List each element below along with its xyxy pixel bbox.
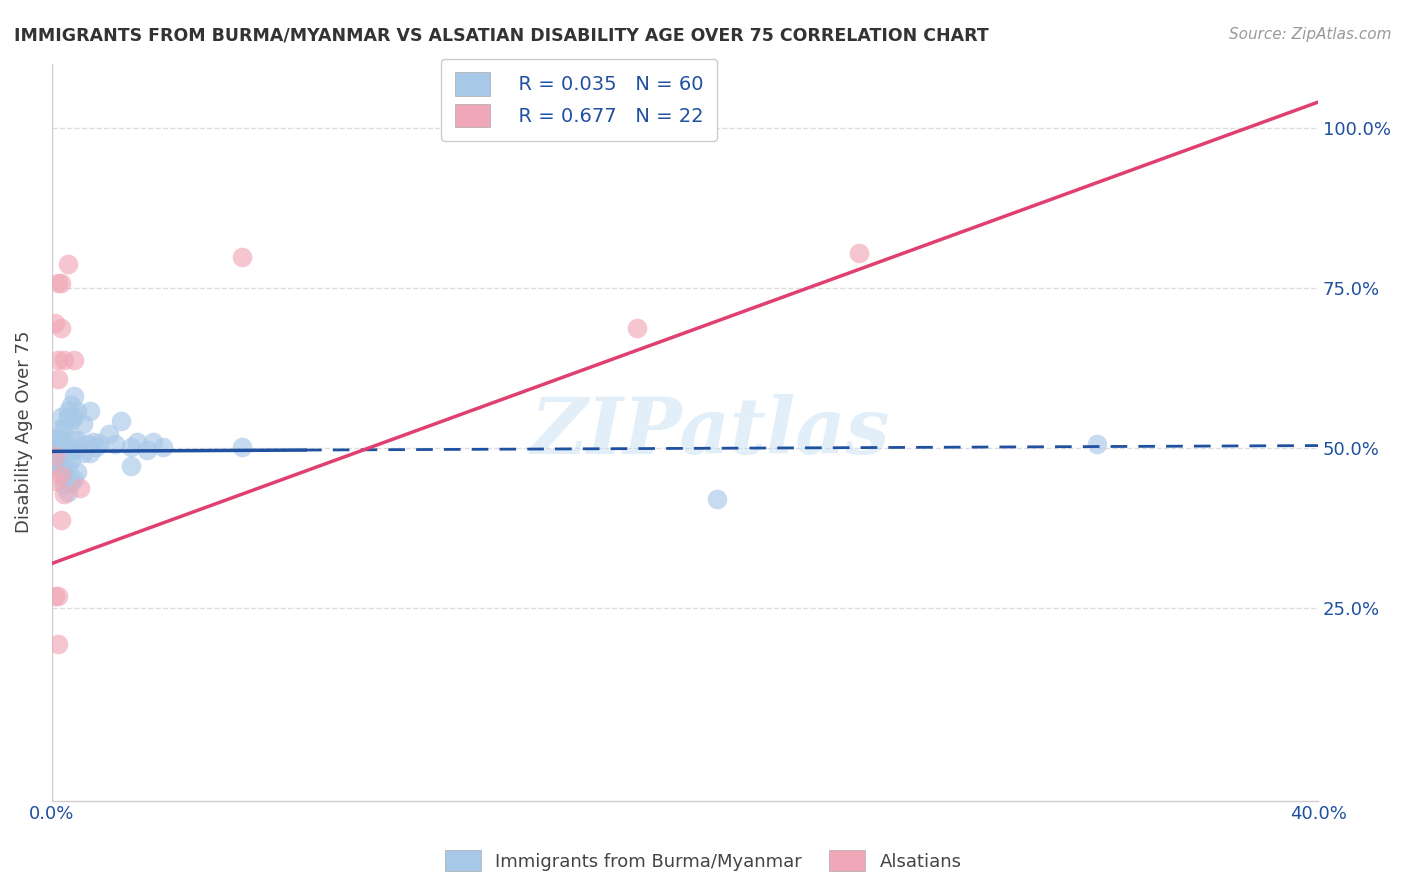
Point (44, 589, 66, 603)
Point (142, 434, 165, 449)
Point (51, 443, 73, 458)
Point (53, 420, 76, 434)
Point (46, 458, 69, 473)
Point (82, 434, 104, 449)
Point (56, 404, 79, 418)
Point (76, 436, 98, 450)
Point (56, 410, 79, 425)
Point (51, 440, 73, 454)
Point (59, 475, 82, 489)
Point (63, 472, 86, 486)
Point (84, 440, 107, 454)
Point (44, 449, 66, 463)
Point (120, 459, 142, 474)
Point (44, 441, 66, 455)
Point (63, 388, 86, 402)
Point (66, 434, 89, 448)
Point (44, 316, 66, 330)
Point (51, 410, 73, 425)
Point (46, 455, 69, 469)
Point (51, 420, 73, 434)
Point (53, 487, 76, 501)
Point (46, 440, 69, 454)
Point (53, 478, 76, 492)
Point (63, 352, 86, 367)
Point (53, 446, 76, 460)
Point (706, 492, 728, 507)
Y-axis label: Disability Age Over 75: Disability Age Over 75 (15, 331, 32, 533)
Point (66, 404, 89, 418)
Point (46, 637, 69, 651)
Point (44, 434, 66, 448)
Point (46, 372, 69, 386)
Point (51, 468, 73, 483)
Point (46, 276, 69, 290)
Text: ZIPatlas: ZIPatlas (530, 394, 890, 470)
Point (44, 452, 66, 467)
Point (56, 440, 79, 454)
Point (51, 276, 73, 290)
Point (46, 429, 69, 443)
Point (135, 443, 157, 458)
Point (56, 256, 79, 270)
Point (53, 459, 76, 474)
Point (72, 446, 94, 460)
Point (104, 436, 127, 450)
Point (63, 410, 86, 425)
Point (66, 466, 89, 480)
Point (152, 440, 174, 454)
Point (1085, 436, 1108, 450)
Legend: Immigrants from Burma/Myanmar, Alsatians: Immigrants from Burma/Myanmar, Alsatians (437, 843, 969, 879)
Text: IMMIGRANTS FROM BURMA/MYANMAR VS ALSATIAN DISABILITY AGE OVER 75 CORRELATION CHA: IMMIGRANTS FROM BURMA/MYANMAR VS ALSATIA… (14, 27, 988, 45)
Point (63, 434, 86, 448)
Point (53, 352, 76, 367)
Point (51, 434, 73, 448)
Point (848, 245, 870, 260)
Point (53, 440, 76, 454)
Point (51, 446, 73, 460)
Point (72, 417, 94, 432)
Point (231, 250, 253, 264)
Point (59, 452, 82, 467)
Point (468, 120, 491, 135)
Point (79, 446, 101, 460)
Point (626, 320, 648, 334)
Point (59, 443, 82, 458)
Point (56, 484, 79, 499)
Point (231, 440, 253, 454)
Point (44, 475, 66, 489)
Point (56, 459, 79, 474)
Point (46, 438, 69, 452)
Point (89, 436, 111, 450)
Point (79, 404, 101, 418)
Point (51, 320, 73, 334)
Point (97, 427, 120, 442)
Text: Source: ZipAtlas.com: Source: ZipAtlas.com (1229, 27, 1392, 42)
Point (59, 414, 82, 428)
Point (69, 481, 91, 495)
Point (44, 443, 66, 458)
Legend:   R = 0.035   N = 60,   R = 0.677   N = 22: R = 0.035 N = 60, R = 0.677 N = 22 (441, 59, 717, 141)
Point (51, 513, 73, 527)
Point (53, 466, 76, 480)
Point (63, 443, 86, 458)
Point (59, 398, 82, 412)
Point (120, 440, 142, 454)
Point (110, 414, 132, 428)
Point (127, 434, 149, 449)
Point (46, 589, 69, 603)
Point (46, 446, 69, 460)
Point (46, 352, 69, 367)
